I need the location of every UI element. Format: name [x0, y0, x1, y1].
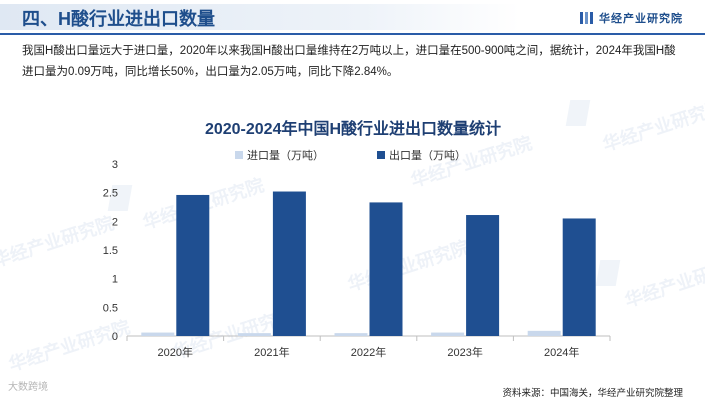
x-tick-label: 2021年 — [254, 345, 289, 359]
brand: 华经产业研究院 — [580, 10, 683, 26]
x-tick-label: 2020年 — [158, 345, 193, 359]
y-tick-label: 2.5 — [103, 188, 118, 200]
page-title: 四、H酸行业进出口数量 — [22, 9, 215, 29]
bar-export — [369, 202, 403, 336]
brand-logo-icon — [580, 11, 594, 25]
y-tick-label: 3 — [112, 159, 118, 171]
legend-label-export: 出口量（万吨） — [389, 148, 466, 162]
legend-swatch-import — [235, 151, 243, 159]
chart: 2020-2024年中国H酸行业进出口数量统计 进口量（万吨） 出口量（万吨） … — [103, 119, 611, 359]
y-tick-label: 1.5 — [103, 245, 118, 257]
x-tick-label: 2022年 — [351, 345, 386, 359]
y-tick-label: 0.5 — [103, 302, 118, 314]
y-tick-label: 2 — [112, 216, 118, 228]
header: 四、H酸行业进出口数量 华经产业研究院 — [0, 0, 705, 35]
bar-export — [562, 218, 596, 336]
chart-legend: 进口量（万吨） 出口量（万吨） — [235, 148, 466, 162]
bar-import — [431, 332, 465, 336]
y-axis: 0 0.5 1 1.5 2 2.5 3 — [103, 159, 118, 343]
header-band — [0, 4, 520, 30]
bar-import — [237, 333, 271, 336]
x-axis: 2020年 2021年 2022年 2023年 2024年 — [126, 335, 611, 359]
brand-name: 华经产业研究院 — [599, 13, 683, 25]
intro-paragraph: 我国H酸出口量远大于进口量，2020年以来我国H酸出口量维持在2万吨以上，进口量… — [22, 45, 676, 78]
bar-import — [141, 332, 175, 336]
x-tick-label: 2023年 — [447, 345, 482, 359]
chart-title: 2020-2024年中国H酸行业进出口数量统计 — [205, 119, 501, 138]
source-note: 资料来源：中国海关，华经产业研究院整理 — [502, 388, 683, 399]
bar-export — [176, 194, 210, 336]
legend-label-import: 进口量（万吨） — [247, 149, 324, 162]
bar-import — [527, 330, 561, 336]
bar-import — [334, 333, 368, 336]
bars — [141, 191, 596, 336]
bar-export — [466, 215, 500, 336]
corner-watermark: 大数跨境 — [8, 382, 48, 393]
bar-export — [272, 191, 306, 336]
y-tick-label: 0 — [112, 331, 118, 343]
y-tick-label: 1 — [112, 274, 118, 286]
header-divider — [0, 33, 705, 35]
x-tick-label: 2024年 — [544, 345, 579, 359]
legend-swatch-export — [377, 151, 385, 159]
